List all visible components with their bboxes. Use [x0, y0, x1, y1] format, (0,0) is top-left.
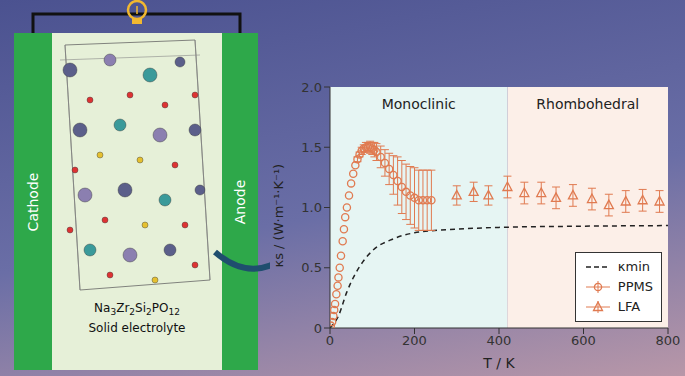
svg-text:800: 800 — [656, 333, 680, 348]
svg-text:0.5: 0.5 — [301, 260, 322, 275]
html-text:Anode: Anode — [232, 179, 248, 224]
svg-text:400: 400 — [487, 333, 512, 348]
html-text:LFA: LFA — [617, 299, 641, 314]
svg-text:0: 0 — [326, 333, 334, 348]
html-text:Solid electrolyte: Solid electrolyte — [88, 321, 186, 336]
svg-text:κs / (W·m⁻¹·K⁻¹): κs / (W·m⁻¹·K⁻¹) — [271, 164, 286, 268]
svg-text:Monoclinic: Monoclinic — [382, 96, 456, 112]
svg-text:0: 0 — [314, 321, 322, 336]
svg-text:200: 200 — [402, 333, 427, 348]
html-text:κmin: κmin — [617, 259, 650, 274]
html-text:PPMS: PPMS — [617, 279, 653, 294]
svg-text:600: 600 — [571, 333, 596, 348]
html-text:Cathode: Cathode — [25, 172, 41, 231]
svg-text:Rhombohedral: Rhombohedral — [536, 96, 639, 112]
svg-text:1.5: 1.5 — [301, 140, 322, 155]
html-text:Na3Zr2Si2PO12: Na3Zr2Si2PO12 — [94, 301, 180, 318]
svg-text:2.0: 2.0 — [301, 80, 322, 95]
svg-text:1.0: 1.0 — [301, 200, 322, 215]
svg-text:T / K: T / K — [482, 355, 515, 370]
